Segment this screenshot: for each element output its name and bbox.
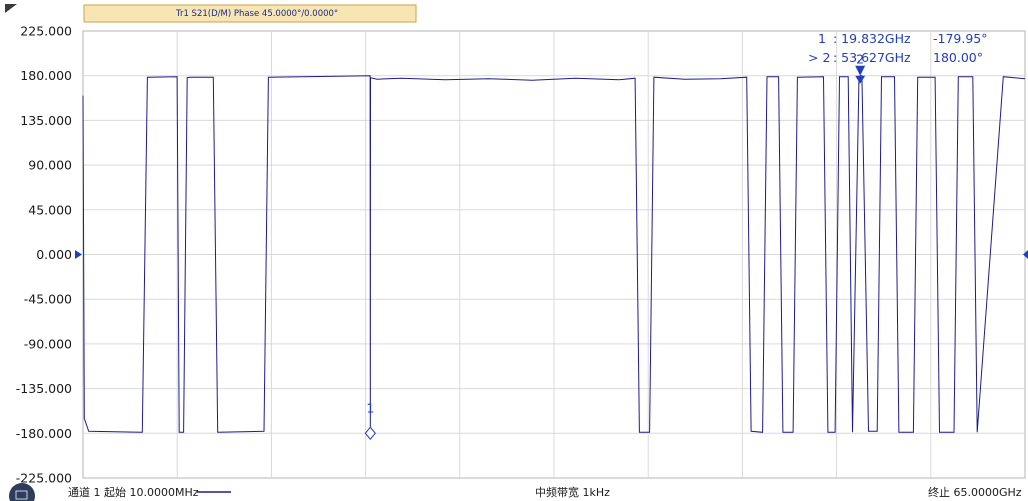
- y-tick-label: -135.000: [16, 381, 72, 396]
- marker-number-label: 2: [856, 52, 864, 67]
- marker-diamond-icon: [364, 426, 376, 441]
- reference-left-arrow-icon[interactable]: [75, 250, 82, 259]
- marker-2[interactable]: 2: [855, 52, 866, 84]
- y-tick-label: -180.000: [16, 426, 72, 441]
- corner-triangle-icon: [5, 4, 17, 13]
- trace-label-box[interactable]: [83, 4, 417, 23]
- marker-2-value: 180.00°: [933, 50, 983, 65]
- footer-ifbw: 中频带宽 1kHz: [535, 485, 610, 499]
- marker-1-value: -179.95°: [933, 31, 988, 46]
- marker-2-prefix: > 2: [808, 50, 830, 65]
- reference-right-arrow-icon[interactable]: [1023, 250, 1028, 259]
- markers[interactable]: 12: [364, 52, 866, 441]
- marker-readout-2[interactable]: > 2 : 53.627GHz 180.00°: [808, 50, 983, 65]
- y-tick-label: 180.000: [20, 68, 72, 83]
- phase-trace-line[interactable]: [82, 75, 1026, 434]
- grid-lines: [83, 31, 1025, 478]
- y-tick-label: -225.000: [16, 471, 72, 486]
- marker-2-frequency: : 53.627GHz: [833, 50, 911, 65]
- y-tick-label: 45.000: [28, 202, 72, 217]
- footer-stop: 终止 65.0000GHz: [928, 485, 1022, 499]
- footer-start: 通道 1 起始 10.0000MHz: [68, 485, 199, 499]
- y-tick-label: 225.000: [20, 24, 72, 39]
- marker-1-frequency: : 19.832GHz: [833, 31, 911, 46]
- marker-1[interactable]: 1: [364, 400, 376, 441]
- y-tick-label: 135.000: [20, 113, 72, 128]
- y-tick-label: 0.000: [36, 247, 72, 262]
- channel-badge-icon[interactable]: [9, 483, 35, 501]
- trace-label[interactable]: Tr1 S21(D/M) Phase 45.0000°/0.0000°: [175, 9, 338, 19]
- marker-number-label: 1: [366, 400, 374, 415]
- marker-1-prefix: 1: [818, 31, 826, 46]
- marker-active-pointer-icon: [855, 75, 866, 84]
- marker-active-triangle-icon: [855, 65, 866, 76]
- channel-badge-glyph: [15, 490, 28, 500]
- y-tick-label: 90.000: [28, 158, 72, 173]
- y-tick-label: -45.000: [24, 292, 72, 307]
- marker-readout-1[interactable]: 1 : 19.832GHz -179.95°: [818, 31, 988, 46]
- y-tick-label: -90.000: [24, 336, 72, 351]
- y-axis-ticks: 225.000 180.000 135.000 90.000 45.000 0.000 -4…: [16, 24, 72, 486]
